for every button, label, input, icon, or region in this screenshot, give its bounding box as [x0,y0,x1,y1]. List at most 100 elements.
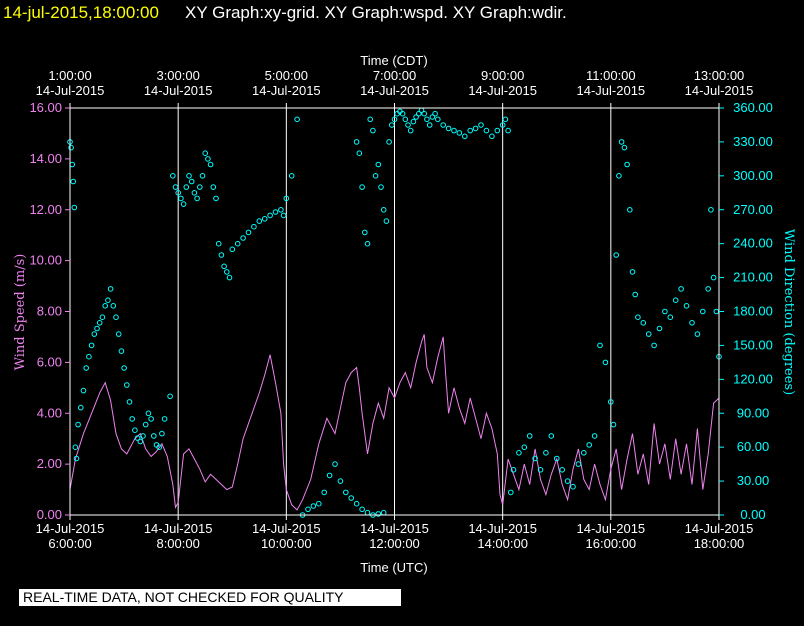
wind-direction-point [240,235,246,241]
wind-direction-point [608,399,614,405]
wind-direction-point [359,184,365,190]
wind-direction-point [353,139,360,145]
axes [65,103,724,520]
wind-direction-point [672,297,679,304]
wind-direction-point [586,442,593,448]
wind-direction-point [456,130,463,136]
right-tick-label: 120.00 [733,371,773,386]
wind-direction-point [245,229,252,236]
right-tick-label: 180.00 [733,304,773,319]
wind-direction-point [110,303,117,309]
wind-direction-point [326,472,333,479]
wind-direction-point [508,489,514,496]
wind-direction-point [86,353,92,360]
top-tick-time: 7:00:00 [373,68,416,83]
wind-direction-point [421,110,428,117]
wind-direction-point [432,110,438,117]
wind-direction-point [278,207,284,213]
wind-direction-point [124,382,130,388]
wind-direction-point [172,184,179,190]
right-tick-label: 30.00 [737,473,770,488]
wind-direction-point [156,444,162,451]
x-tick-time: 14:00:00 [477,536,528,551]
right-tick-label: 330.00 [733,134,773,149]
wind-direction-point [372,173,379,179]
wind-direction-point [575,461,582,467]
wind-direction-point [180,201,187,207]
top-tick-date: 14-Jul-2015 [144,83,213,98]
x-tick-date: 14-Jul-2015 [360,521,429,536]
top-axis-label: Time (CDT) [360,53,427,68]
wind-direction-point [267,212,273,219]
wind-direction-point [221,263,227,270]
wind-direction-point [356,150,363,156]
wind-direction-point [332,461,338,467]
wind-direction-point [121,365,127,371]
wind-direction-point [226,274,233,281]
right-tick-label: 150.00 [733,337,773,352]
right-tick-label: 60.00 [737,439,770,454]
wind-direction-point [99,314,106,321]
wind-direction-point [83,365,89,371]
wind-direction-point [613,252,620,258]
wind-direction-point [413,114,419,120]
wind-direction-point [72,444,79,451]
wind-direction-point [142,421,149,428]
wind-direction-point [667,314,674,321]
left-tick-label: 6.00 [37,354,62,369]
right-tick-label: 360.00 [733,100,773,115]
wind-direction-point [118,348,125,354]
wind-direction-point [602,359,609,366]
wind-direction-point [521,444,528,451]
wind-direction-point [548,433,555,439]
wind-direction-point [564,478,571,484]
wind-direction-point [510,467,517,473]
wind-direction-point [364,240,371,247]
wind-direction-point [656,325,663,332]
x-tick-time: 8:00:00 [156,536,199,551]
wind-direction-point [640,320,647,326]
wind-direction-point [251,223,257,230]
wind-direction-point [183,184,190,190]
wind-direction-point [75,421,81,428]
x-tick-time: 12:00:00 [369,536,420,551]
wind-direction-point [429,114,436,120]
top-tick-time: 1:00:00 [48,68,91,83]
left-tick-label: 4.00 [37,405,62,420]
x-tick-date: 14-Jul-2015 [36,521,105,536]
top-tick-time: 9:00:00 [481,68,524,83]
right-tick-label: 270.00 [733,202,773,217]
wind-direction-point [451,127,457,134]
wind-direction-point [364,509,371,516]
wind-direction-point [134,435,141,441]
wind-direction-point [378,184,384,190]
top-tick-time: 13:00:00 [694,68,745,83]
wind-direction-point [353,500,360,507]
wind-direction-point [621,144,628,151]
x-tick-time: 18:00:00 [694,536,745,551]
wind-direction-point [229,246,236,253]
x-tick-date: 14-Jul-2015 [252,521,321,536]
wind-direction-point [261,216,268,222]
wind-direction-point [632,291,639,298]
right-tick-label: 300.00 [733,168,773,183]
top-tick-time: 5:00:00 [265,68,308,83]
wind-direction-point [389,122,395,128]
wind-direction-point [218,252,225,258]
wind-direction-point [68,144,74,151]
wind-direction-point [591,433,598,439]
wind-direction-point [178,195,184,202]
left-tick-label: 16.00 [29,100,62,115]
wind-direction-point [416,110,422,117]
wind-direction-point [207,161,214,168]
tick-labels: 14-Jul-20156:00:0014-Jul-20158:00:0014-J… [29,68,772,551]
left-tick-label: 8.00 [37,304,62,319]
left-tick-label: 14.00 [29,151,62,166]
wind-direction-point [559,467,566,473]
wind-direction-point [80,387,87,394]
wind-direction-point [610,421,617,428]
wind-direction-point [343,489,349,496]
wind-direction-point [140,433,146,439]
wind-direction-point [537,467,544,473]
